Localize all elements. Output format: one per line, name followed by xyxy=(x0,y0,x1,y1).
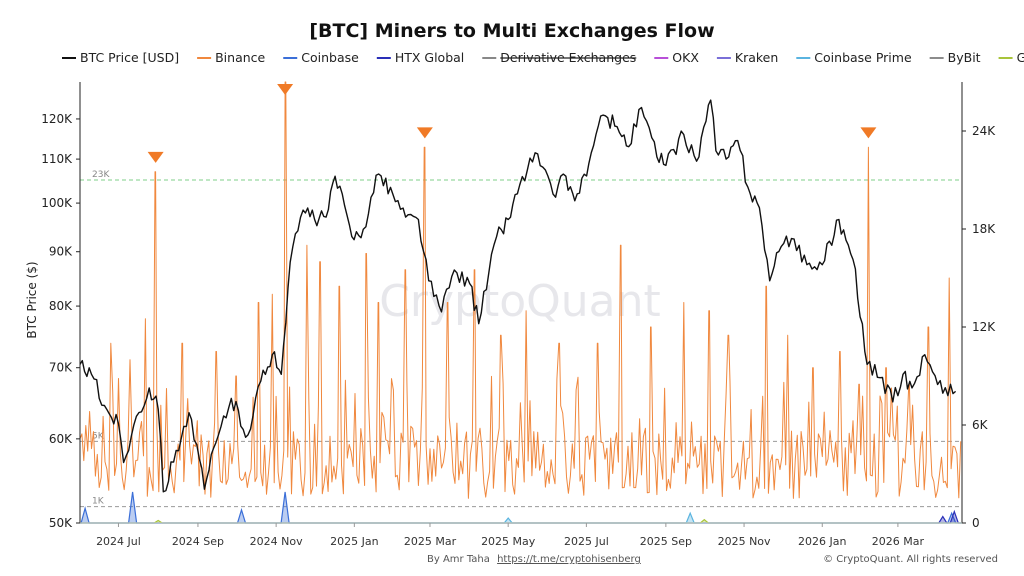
series-minor-exchanges xyxy=(80,491,962,524)
x-tick-label: 2025 Jan xyxy=(330,535,378,548)
peak-marker-icon xyxy=(147,151,164,163)
x-tick-label: 2025 Nov xyxy=(718,535,771,548)
y-axis-right: 0 6K 12K 18K 24K xyxy=(962,124,996,530)
htx-global-line xyxy=(80,509,962,524)
y-left-tick-label: 50K xyxy=(49,516,73,530)
footer-author: By Amr Taha https://t.me/cryptohisenberg xyxy=(427,554,641,565)
legend-item-bybit[interactable]: ByBit xyxy=(929,50,981,65)
series-binance xyxy=(79,81,962,499)
legend-label: Kraken xyxy=(735,50,778,65)
btc-price-line xyxy=(79,99,957,493)
legend-label: Derivative Exchanges xyxy=(500,50,636,65)
y-axis-left: 50K 60K 70K 80K 90K 100K 110K 120K xyxy=(41,112,80,530)
binance-line xyxy=(79,81,962,499)
legend-label: Binance xyxy=(215,50,265,65)
y-left-tick-label: 110K xyxy=(41,152,73,166)
legend-item-htx-global[interactable]: HTX Global xyxy=(376,50,464,65)
footer-author-name: By Amr Taha xyxy=(427,554,490,565)
axes xyxy=(79,82,963,524)
y-left-tick-label: 120K xyxy=(41,112,73,126)
legend-label: OKX xyxy=(672,50,699,65)
y-left-tick-label: 70K xyxy=(49,361,73,375)
x-tick-label: 2024 Sep xyxy=(172,535,224,548)
legend-label: Gemini xyxy=(1017,50,1024,65)
y-axis-left-label: BTC Price ($) xyxy=(25,261,39,338)
legend-item-binance[interactable]: Binance xyxy=(197,50,266,65)
legend-label: ByBit xyxy=(948,50,981,65)
reference-label: 5K xyxy=(92,431,105,441)
legend-item-coinbase-prime[interactable]: Coinbase Prime xyxy=(796,50,912,65)
y-left-tick-label: 60K xyxy=(49,432,73,446)
y-left-tick-label: 80K xyxy=(49,299,73,313)
peak-marker-icon xyxy=(277,84,294,95)
reference-lines: 23K 5K 1K xyxy=(80,170,962,508)
watermark: CryptoQuant xyxy=(379,276,661,327)
chart-title: [BTC] Miners to Multi Exchanges Flow xyxy=(309,20,714,42)
x-tick-label: 2025 Mar xyxy=(404,535,457,548)
x-axis: 2024 Jul 2024 Sep 2024 Nov 2025 Jan 2025 Mar… xyxy=(96,523,924,548)
x-tick-label: 2024 Jul xyxy=(96,535,141,548)
legend-item-coinbase[interactable]: Coinbase xyxy=(283,50,359,65)
legend-label: Coinbase Prime xyxy=(814,50,912,65)
y-right-tick-label: 0 xyxy=(972,516,980,530)
y-left-tick-label: 90K xyxy=(49,245,73,259)
coinbase-line xyxy=(80,491,962,524)
legend-item-okx[interactable]: OKX xyxy=(654,50,699,65)
footer-copyright: © CryptoQuant. All rights reserved xyxy=(823,554,998,565)
legend-item-kraken[interactable]: Kraken xyxy=(716,50,778,65)
legend-label: Coinbase xyxy=(301,50,359,65)
x-tick-label: 2026 Mar xyxy=(872,535,925,548)
x-tick-label: 2025 Sep xyxy=(640,535,692,548)
footer-author-link[interactable]: https://t.me/cryptohisenberg xyxy=(497,554,641,565)
legend-label: BTC Price [USD] xyxy=(80,50,179,65)
x-tick-label: 2024 Nov xyxy=(250,535,303,548)
reference-label: 23K xyxy=(92,170,110,180)
coinbase-prime-line xyxy=(80,511,962,524)
y-right-tick-label: 12K xyxy=(972,320,996,334)
y-right-tick-label: 24K xyxy=(972,124,996,138)
y-right-tick-label: 6K xyxy=(972,418,989,432)
peak-marker-icon xyxy=(860,127,877,139)
annotation-markers xyxy=(147,84,877,163)
legend-label: HTX Global xyxy=(395,50,464,65)
legend-item-btc-price-usd[interactable]: BTC Price [USD] xyxy=(62,50,179,65)
legend-item-gemini[interactable]: Gemini xyxy=(998,50,1024,65)
x-tick-label: 2025 May xyxy=(481,535,536,548)
peak-marker-icon xyxy=(416,127,433,139)
reference-label: 1K xyxy=(92,497,105,507)
legend-item-derivative-exchanges[interactable]: Derivative Exchanges xyxy=(482,50,636,65)
legend: BTC Price [USD] Binance Coinbase HTX Global… xyxy=(62,50,1024,65)
y-right-tick-label: 18K xyxy=(972,222,996,236)
y-left-tick-label: 100K xyxy=(41,196,73,210)
series-btc-price xyxy=(79,99,957,493)
x-tick-label: 2025 Jul xyxy=(564,535,609,548)
x-tick-label: 2026 Jan xyxy=(798,535,846,548)
